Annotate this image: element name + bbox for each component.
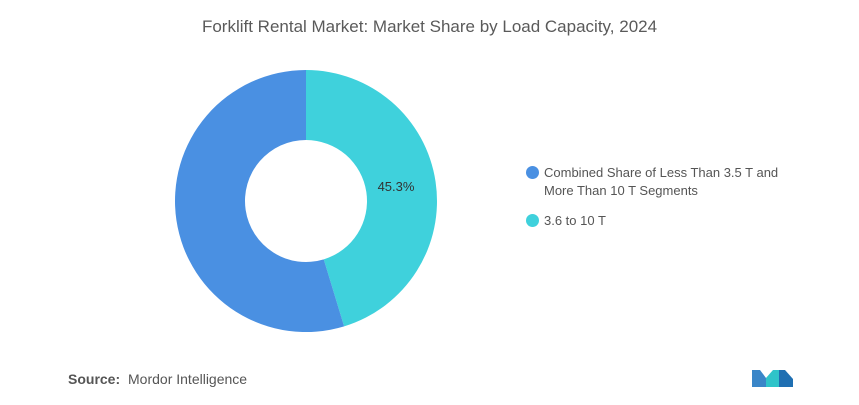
chart-title: Forklift Rental Market: Market Share by … — [201, 17, 658, 36]
legend-label-combined-line1: Combined Share of Less Than 3.5 T and — [544, 165, 779, 180]
legend-swatch-3-6-to-10 — [526, 214, 539, 227]
legend-label-3-6-to-10: 3.6 to 10 T — [544, 212, 606, 230]
legend-label-combined: Combined Share of Less Than 3.5 T and Mo… — [544, 164, 778, 200]
source-note: Source: Mordor Intelligence — [68, 371, 247, 387]
donut-data-labels: 45.3% — [378, 179, 415, 194]
legend-item-3-6-to-10: 3.6 to 10 T — [526, 212, 816, 230]
legend-swatch-combined — [526, 166, 539, 179]
mordor-logo-icon — [752, 370, 793, 387]
source-text: Mordor Intelligence — [128, 371, 248, 387]
source-label: Source: — [68, 371, 121, 387]
legend: Combined Share of Less Than 3.5 T and Mo… — [526, 164, 816, 242]
donut-slice-0 — [175, 70, 345, 332]
legend-label-combined-line2: More Than 10 T Segments — [544, 183, 698, 198]
donut-slice-1 — [306, 70, 438, 327]
donut-data-label-1: 45.3% — [378, 179, 415, 194]
donut-slices — [175, 70, 438, 332]
legend-label-3-6-to-10-line1: 3.6 to 10 T — [544, 213, 606, 228]
legend-item-combined: Combined Share of Less Than 3.5 T and Mo… — [526, 164, 816, 200]
